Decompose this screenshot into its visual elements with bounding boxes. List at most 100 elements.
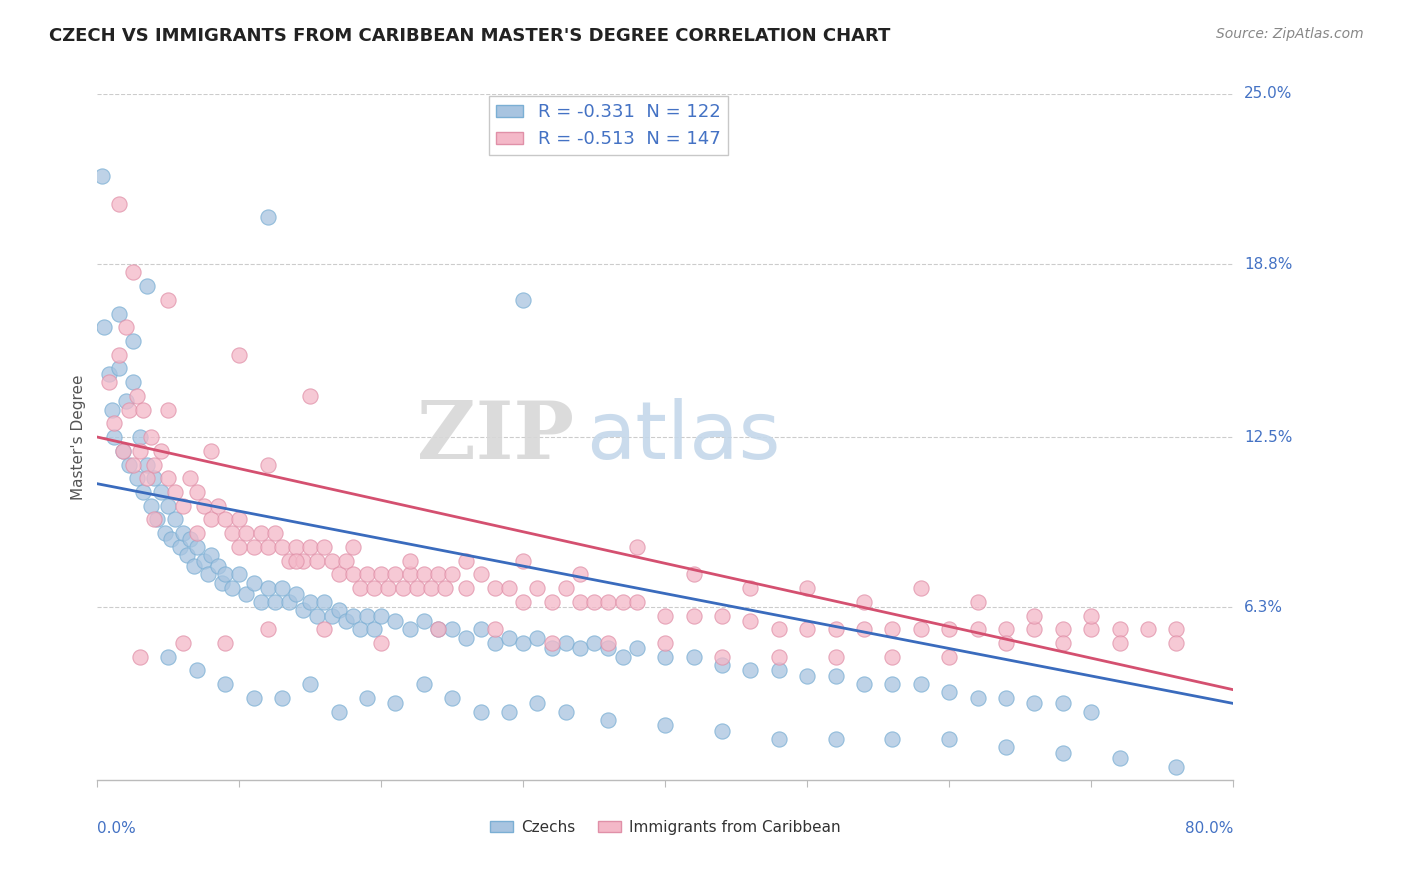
Point <box>994 636 1017 650</box>
Point <box>384 614 406 628</box>
Point <box>470 705 492 719</box>
Point <box>441 567 464 582</box>
Point <box>994 690 1017 705</box>
Point <box>271 581 294 595</box>
Point <box>141 430 163 444</box>
Point <box>179 471 201 485</box>
Point <box>682 608 704 623</box>
Point <box>127 389 149 403</box>
Point <box>342 608 364 623</box>
Point <box>768 664 790 678</box>
Point <box>121 375 143 389</box>
Legend: Czechs, Immigrants from Caribbean: Czechs, Immigrants from Caribbean <box>484 814 846 841</box>
Point <box>598 713 620 727</box>
Point <box>183 559 205 574</box>
Point <box>278 554 301 568</box>
Point <box>938 732 960 747</box>
Point <box>228 567 250 582</box>
Point <box>583 636 606 650</box>
Point <box>370 636 392 650</box>
Point <box>328 603 350 617</box>
Point <box>207 499 229 513</box>
Point <box>197 567 219 582</box>
Point <box>160 532 183 546</box>
Point <box>285 554 308 568</box>
Point <box>420 581 443 595</box>
Point <box>121 334 143 348</box>
Point <box>143 471 166 485</box>
Point <box>186 526 208 541</box>
Point <box>966 622 988 636</box>
Point <box>484 636 506 650</box>
Point <box>136 458 159 472</box>
Point <box>111 443 134 458</box>
Point <box>852 677 875 691</box>
Point <box>146 512 169 526</box>
Point <box>157 402 180 417</box>
Point <box>172 499 194 513</box>
Point <box>1052 746 1074 760</box>
Point <box>103 430 125 444</box>
Y-axis label: Master's Degree: Master's Degree <box>72 375 86 500</box>
Point <box>103 417 125 431</box>
Point <box>242 540 264 554</box>
Point <box>143 512 166 526</box>
Point <box>427 567 450 582</box>
Point <box>107 348 129 362</box>
Point <box>377 581 399 595</box>
Point <box>214 677 236 691</box>
Point <box>172 526 194 541</box>
Point <box>228 348 250 362</box>
Point <box>214 567 236 582</box>
Point <box>938 622 960 636</box>
Point <box>143 458 166 472</box>
Point <box>882 677 904 691</box>
Point <box>349 622 371 636</box>
Point <box>598 595 620 609</box>
Point <box>427 622 450 636</box>
Point <box>456 631 478 645</box>
Point <box>398 554 420 568</box>
Point <box>384 567 406 582</box>
Point <box>796 581 818 595</box>
Point <box>994 622 1017 636</box>
Text: 12.5%: 12.5% <box>1244 430 1292 444</box>
Point <box>193 554 215 568</box>
Point <box>824 732 846 747</box>
Point <box>321 608 343 623</box>
Point <box>256 540 278 554</box>
Point <box>526 697 548 711</box>
Point <box>470 622 492 636</box>
Point <box>512 636 534 650</box>
Point <box>157 499 180 513</box>
Point <box>214 512 236 526</box>
Point <box>207 559 229 574</box>
Point <box>966 595 988 609</box>
Point <box>1166 636 1188 650</box>
Point <box>1080 622 1102 636</box>
Point <box>242 575 264 590</box>
Point <box>512 293 534 307</box>
Point <box>363 581 385 595</box>
Point <box>526 581 548 595</box>
Point <box>127 471 149 485</box>
Point <box>100 402 122 417</box>
Point <box>129 649 152 664</box>
Point <box>249 526 271 541</box>
Point <box>370 608 392 623</box>
Point <box>824 649 846 664</box>
Point <box>412 677 434 691</box>
Point <box>299 677 322 691</box>
Point <box>121 265 143 279</box>
Point <box>852 595 875 609</box>
Point <box>211 575 233 590</box>
Point <box>1166 759 1188 773</box>
Point <box>768 622 790 636</box>
Point <box>498 631 520 645</box>
Point <box>456 581 478 595</box>
Point <box>398 622 420 636</box>
Point <box>966 690 988 705</box>
Point <box>1052 622 1074 636</box>
Point <box>370 567 392 582</box>
Point <box>484 581 506 595</box>
